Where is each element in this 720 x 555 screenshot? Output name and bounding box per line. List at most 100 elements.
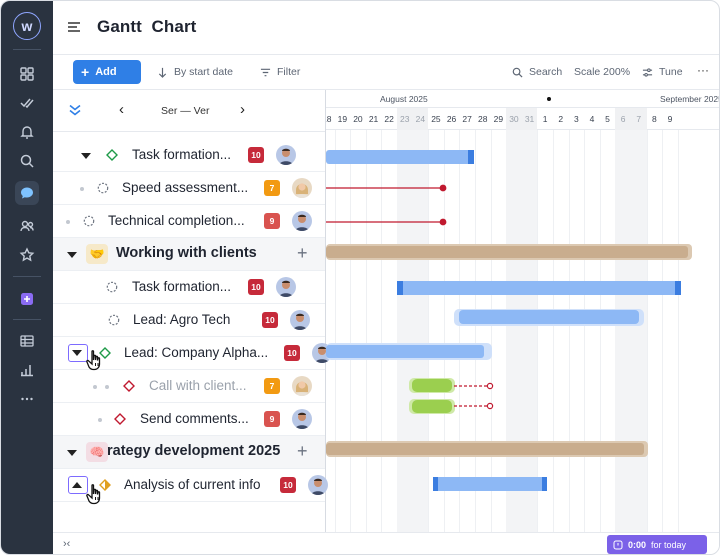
day-label: 8: [651, 114, 657, 124]
task-row[interactable]: Task formation... 10: [53, 271, 325, 304]
day-label: 24: [412, 108, 429, 130]
today-marker-dot: [547, 97, 551, 101]
expand-toggle-button[interactable]: [68, 476, 88, 494]
task-row[interactable]: Task formation... 10: [53, 139, 325, 172]
task-row[interactable]: Send comments... 9: [53, 403, 325, 436]
app-logo[interactable]: w: [13, 12, 41, 40]
create-plus-icon[interactable]: [15, 287, 39, 311]
month-label-september: September 2025: [660, 94, 719, 104]
reports-chart-icon[interactable]: [15, 358, 39, 382]
task-row[interactable]: Analysis of current info 10: [53, 469, 328, 505]
group-bar[interactable]: [326, 246, 688, 258]
task-bar-handle[interactable]: [468, 150, 474, 164]
task-row[interactable]: Lead: Agro Tech 10: [53, 304, 325, 337]
users-icon[interactable]: [15, 214, 39, 238]
day-label: 21: [368, 114, 379, 124]
task-row[interactable]: Call with client... 7: [53, 370, 325, 403]
day-label: 4: [589, 114, 595, 124]
status-dotted-circle-icon: [97, 182, 109, 194]
status-dotted-circle-icon: [108, 314, 120, 326]
task-bar-handle[interactable]: [433, 477, 438, 491]
timer-icon: [613, 540, 623, 549]
search-icon: [512, 67, 523, 78]
milestone-dot[interactable]: [439, 184, 447, 192]
tune-button[interactable]: Tune: [642, 66, 683, 78]
assignee-avatar[interactable]: [276, 277, 296, 297]
previous-period-button[interactable]: ‹: [119, 101, 124, 118]
day-label: 5: [605, 114, 610, 124]
task-row[interactable]: Speed assessment... 7: [53, 172, 325, 205]
task-bar[interactable]: [397, 281, 681, 295]
filter-label: Filter: [277, 66, 301, 78]
task-row[interactable]: Lead: Company Alpha... 10: [53, 337, 332, 371]
assignee-avatar[interactable]: [308, 475, 328, 495]
tasks-check-icon[interactable]: [15, 91, 39, 115]
task-title: Lead: Company Alpha...: [124, 345, 269, 360]
grid-line: [646, 130, 648, 532]
task-bar[interactable]: [326, 150, 474, 164]
task-bar-handle[interactable]: [675, 281, 681, 295]
more-dots-icon[interactable]: [15, 387, 39, 411]
assignee-avatar[interactable]: [292, 178, 312, 198]
time-tracker-button[interactable]: 0:00 for today: [607, 535, 707, 554]
arrow-down-icon: [158, 67, 167, 78]
collapse-toggle-button[interactable]: [68, 344, 88, 362]
add-button[interactable]: + Add: [73, 60, 141, 84]
assignee-avatar[interactable]: [290, 310, 310, 330]
day-label: 9: [667, 114, 673, 124]
task-bar-handle[interactable]: [542, 477, 547, 491]
status-dotted-circle-icon: [106, 281, 118, 293]
search-button[interactable]: Search: [512, 66, 562, 78]
next-period-button[interactable]: ›: [240, 101, 245, 118]
sort-button[interactable]: By start date: [157, 66, 233, 78]
assignee-avatar[interactable]: [292, 376, 312, 396]
notifications-bell-icon[interactable]: [15, 120, 39, 144]
dependency-end-dot[interactable]: [486, 402, 494, 410]
task-bar-handle[interactable]: [397, 281, 403, 295]
collapse-panel-button[interactable]: ›‹: [63, 538, 71, 550]
add-to-group-plus-icon[interactable]: +: [297, 441, 308, 461]
dependency-end-dot[interactable]: [486, 382, 494, 390]
favorites-star-icon[interactable]: [15, 243, 39, 267]
expand-all-chevrons-icon[interactable]: [68, 103, 82, 117]
chat-icon[interactable]: [15, 181, 39, 205]
subtask-bar[interactable]: [412, 379, 452, 392]
filter-button[interactable]: Filter: [260, 66, 300, 78]
subtask-bar[interactable]: [412, 400, 452, 413]
sidebar: w: [1, 1, 53, 554]
day-label: 28: [478, 114, 488, 124]
hand-pointer-icon: [86, 350, 101, 371]
task-bar[interactable]: [459, 310, 639, 324]
group-bar[interactable]: [326, 443, 644, 455]
weekend-column: [615, 130, 631, 532]
collapse-caret-icon[interactable]: [81, 153, 91, 159]
collapse-caret-icon[interactable]: [67, 252, 77, 258]
plus-icon: +: [81, 64, 90, 80]
table-icon[interactable]: [15, 329, 39, 353]
assignee-avatar[interactable]: [292, 409, 312, 429]
day-label: 1: [542, 114, 548, 124]
scale-button[interactable]: Scale 200%: [574, 66, 630, 78]
grid-line: [350, 130, 352, 532]
task-bar[interactable]: [433, 477, 547, 491]
day-label: 3: [573, 114, 579, 124]
assignee-avatar[interactable]: [276, 145, 296, 165]
collapse-caret-icon[interactable]: [67, 450, 77, 456]
sort-label: By start date: [174, 66, 233, 78]
add-to-group-plus-icon[interactable]: +: [297, 243, 308, 263]
group-row[interactable]: 🧠 rategy development 2025 +: [53, 436, 325, 469]
search-icon[interactable]: [15, 149, 39, 173]
milestone-dot[interactable]: [439, 218, 447, 226]
day-label: 26: [446, 114, 457, 124]
task-bar[interactable]: [326, 345, 484, 358]
grid-line: [553, 130, 554, 532]
dashboard-icon[interactable]: [15, 62, 39, 86]
assignee-avatar[interactable]: [292, 211, 312, 231]
toolbar-more-button[interactable]: ···: [697, 63, 709, 77]
group-row[interactable]: 🤝 Working with clients +: [53, 238, 325, 271]
menu-icon[interactable]: [67, 20, 81, 34]
task-row[interactable]: Technical completion... 9: [53, 205, 325, 238]
grid-line: [677, 130, 679, 532]
weekend-column: [631, 130, 647, 532]
